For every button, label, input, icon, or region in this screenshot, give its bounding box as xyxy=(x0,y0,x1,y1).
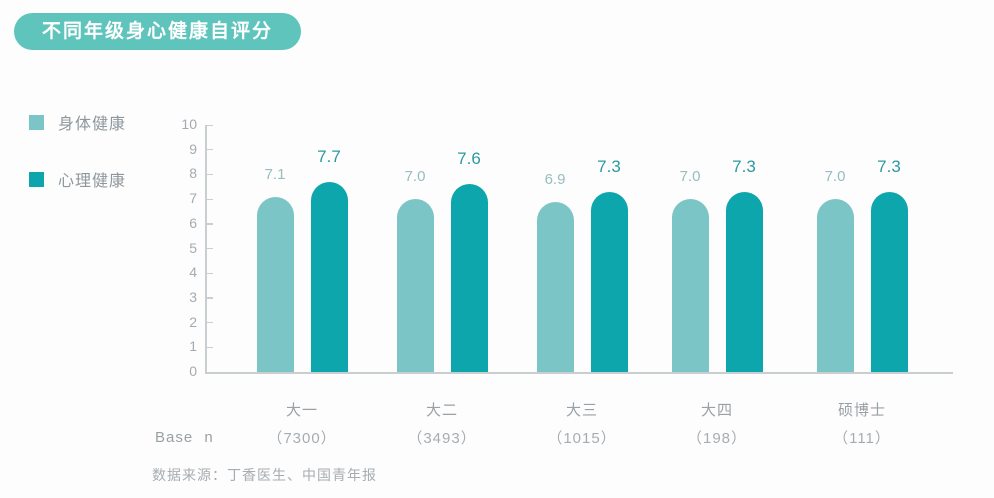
base-n-value-1: （3493） xyxy=(407,430,477,447)
x-axis-label-4: 硕博士 xyxy=(837,402,886,419)
bar-value-physical-2: 6.9 xyxy=(544,170,566,188)
y-axis-tick-label: 7 xyxy=(189,190,197,207)
x-axis-label-3: 大四 xyxy=(700,402,733,419)
legend-swatch-mental xyxy=(29,171,44,187)
bar-value-physical-3: 7.0 xyxy=(679,168,701,186)
bar-value-physical-1: 7.0 xyxy=(404,168,426,186)
legend-label-physical: 身体健康 xyxy=(58,116,127,133)
y-axis-tick xyxy=(205,149,213,151)
y-axis-tick-label: 4 xyxy=(189,264,197,281)
bar-physical-2 xyxy=(536,201,574,372)
bar-physical-1 xyxy=(396,199,434,372)
x-axis-label-2: 大三 xyxy=(565,402,598,419)
y-axis-tick xyxy=(205,223,213,225)
base-n-value-2: （1015） xyxy=(547,430,617,447)
y-axis-tick-label: 10 xyxy=(181,116,197,132)
bar-mental-4 xyxy=(870,191,908,372)
legend-label-mental: 心理健康 xyxy=(58,173,127,190)
x-axis-label-0: 大一 xyxy=(285,402,318,419)
chart-legend: 身体健康 心理健康 xyxy=(29,110,126,224)
bar-physical-4 xyxy=(816,199,854,372)
bar-value-mental-1: 7.6 xyxy=(457,149,481,169)
bar-mental-1 xyxy=(450,184,488,372)
y-axis-tick xyxy=(205,322,213,324)
y-axis-tick-label: 5 xyxy=(189,239,197,256)
data-source-note: 数据来源：丁香医生、中国青年报 xyxy=(152,467,377,483)
bar-value-mental-2: 7.3 xyxy=(597,156,621,176)
x-axis-line xyxy=(205,372,953,374)
base-n-label: Base n xyxy=(155,429,214,446)
bar-mental-0 xyxy=(310,181,348,372)
y-axis-tick xyxy=(205,248,213,250)
y-axis-line xyxy=(205,125,207,374)
y-axis-tick xyxy=(205,173,213,176)
base-n-value-0: （7300） xyxy=(267,430,337,447)
base-n-value-3: （198） xyxy=(686,430,748,447)
y-axis-tick xyxy=(205,198,213,200)
legend-swatch-physical xyxy=(29,114,44,130)
legend-item-mental: 心理健康 xyxy=(29,167,126,191)
x-axis-label-1: 大二 xyxy=(425,402,458,419)
bar-value-mental-4: 7.3 xyxy=(877,156,901,176)
y-axis-tick xyxy=(205,346,213,349)
page-title: 不同年级身心健康自评分 xyxy=(14,13,302,50)
bar-physical-0 xyxy=(256,196,294,372)
y-axis-tick xyxy=(205,124,213,126)
y-axis-tick xyxy=(205,272,213,274)
bar-value-mental-0: 7.7 xyxy=(317,146,341,166)
bar-value-physical-0: 7.1 xyxy=(264,165,286,183)
bar-physical-3 xyxy=(671,199,709,372)
bar-value-mental-3: 7.3 xyxy=(732,156,756,176)
y-axis-tick-label: 1 xyxy=(189,338,197,355)
bar-mental-3 xyxy=(725,191,763,372)
y-axis-tick-label: 9 xyxy=(189,140,197,157)
y-axis-tick-label: 0 xyxy=(189,363,197,379)
bar-value-physical-4: 7.0 xyxy=(824,168,846,186)
y-axis-tick-label: 2 xyxy=(189,313,197,330)
y-axis-tick-label: 3 xyxy=(189,288,197,305)
y-axis-tick-label: 8 xyxy=(189,165,197,182)
base-n-value-4: （111） xyxy=(833,430,891,447)
y-axis-tick-label: 6 xyxy=(189,214,197,231)
bar-mental-2 xyxy=(590,191,628,372)
legend-item-physical: 身体健康 xyxy=(29,110,126,134)
y-axis-tick xyxy=(205,297,213,299)
